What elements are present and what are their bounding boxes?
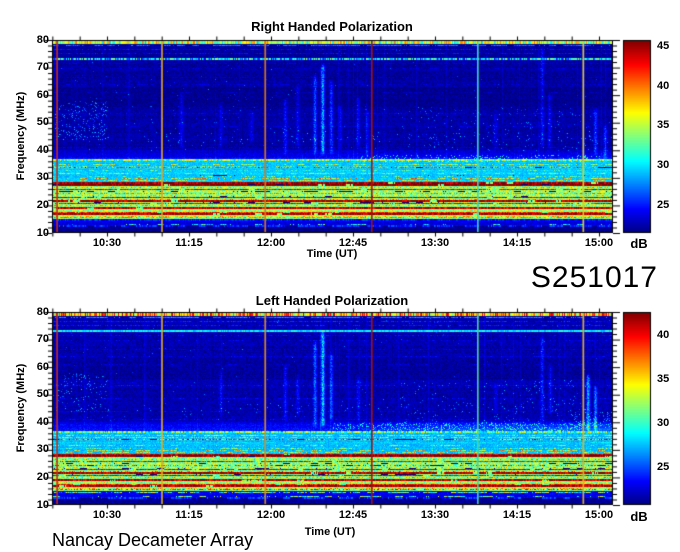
x-tick-label: 12:00	[256, 237, 286, 249]
y-tick-label: 10	[36, 226, 49, 239]
colorbar-tick-label: 35	[657, 119, 670, 132]
x-tick-label: 12:00	[256, 509, 286, 521]
x-tick-label: 14:15	[502, 509, 532, 521]
y-tick-label: 60	[36, 88, 49, 101]
rh-panel-title: Right Handed Polarization	[251, 19, 413, 34]
y-tick-label: 60	[36, 360, 49, 373]
y-tick-label: 30	[36, 443, 49, 456]
x-tick-label: 10:30	[92, 237, 122, 249]
rh-x-axis-label: Time (UT)	[306, 248, 358, 260]
y-tick-label: 40	[36, 143, 49, 156]
y-tick-label: 20	[36, 198, 49, 211]
colorbar-tick-label: 30	[657, 417, 670, 430]
x-tick-label: 13:30	[420, 237, 450, 249]
x-tick-label: 10:30	[92, 509, 122, 521]
lh-x-axis-label: Time (UT)	[304, 526, 356, 538]
y-tick-label: 80	[36, 33, 49, 46]
y-tick-label: 40	[36, 415, 49, 428]
y-tick-label: 80	[36, 305, 49, 318]
lh-colorbar-unit-label: dB	[630, 509, 648, 524]
x-tick-label: 13:30	[420, 509, 450, 521]
x-tick-label: 12:45	[338, 509, 368, 521]
colorbar-tick-label: 40	[657, 328, 670, 341]
lh-spectrogram-canvas	[0, 270, 680, 552]
y-tick-label: 30	[36, 171, 49, 184]
observatory-name-label: Nancay Decameter Array	[52, 530, 254, 550]
x-tick-label: 15:00	[584, 237, 614, 249]
colorbar-tick-label: 30	[657, 158, 670, 171]
rh-spectrogram-canvas	[0, 0, 680, 266]
y-tick-label: 70	[36, 333, 49, 346]
colorbar-tick-label: 25	[657, 461, 670, 474]
event-id-label: S251017	[530, 261, 658, 294]
x-tick-label: 14:15	[502, 237, 532, 249]
x-tick-label: 15:00	[584, 509, 614, 521]
colorbar-tick-label: 40	[657, 79, 670, 92]
colorbar-tick-label: 25	[657, 198, 670, 211]
x-tick-label: 11:15	[175, 509, 203, 521]
colorbar-tick-label: 45	[657, 39, 670, 52]
y-tick-label: 50	[36, 388, 49, 401]
x-tick-label: 11:15	[175, 237, 203, 249]
rh-colorbar-unit-label: dB	[630, 236, 648, 251]
y-tick-label: 70	[36, 61, 49, 74]
colorbar-tick-label: 35	[657, 372, 670, 385]
y-tick-label: 10	[36, 498, 49, 511]
lh-panel-title: Left Handed Polarization	[255, 293, 409, 308]
y-tick-label: 50	[36, 116, 49, 129]
y-tick-label: 20	[36, 470, 49, 483]
x-tick-label: 12:45	[338, 237, 368, 249]
